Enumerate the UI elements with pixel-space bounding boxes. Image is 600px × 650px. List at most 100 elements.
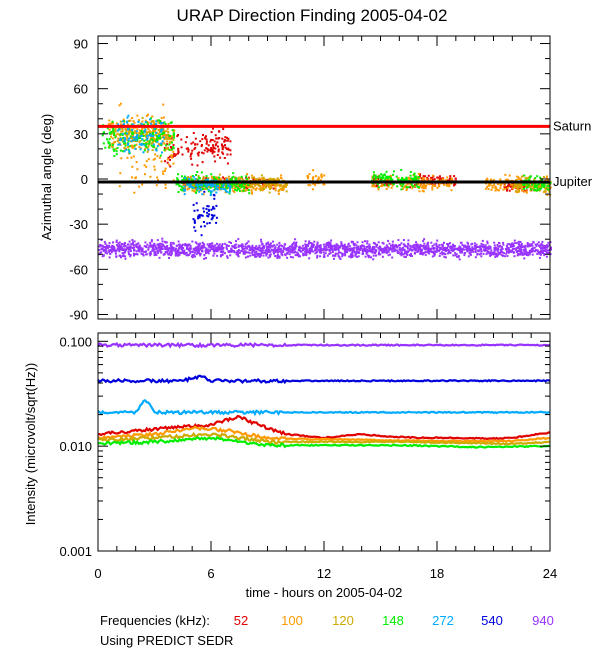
- point-940khz: [216, 242, 218, 245]
- point-120khz: [190, 177, 193, 180]
- point-940khz: [543, 253, 546, 255]
- point-100khz: [494, 185, 497, 188]
- point-940khz: [192, 254, 195, 256]
- point-120khz: [135, 132, 138, 135]
- point-100khz: [413, 185, 416, 188]
- point-940khz: [143, 245, 146, 248]
- point-272khz: [123, 136, 126, 139]
- intensity-line-940khz: [97, 341, 551, 349]
- point-100khz: [420, 186, 423, 189]
- point-540khz: [198, 214, 201, 217]
- point-940khz: [505, 247, 508, 250]
- point-100khz: [307, 177, 309, 180]
- point-940khz: [105, 250, 108, 253]
- point-940khz: [536, 252, 539, 255]
- point-940khz: [224, 242, 227, 245]
- point-940khz: [153, 251, 156, 254]
- point-100khz: [135, 176, 137, 179]
- point-272khz: [187, 183, 190, 186]
- point-940khz: [342, 246, 345, 249]
- point-940khz: [266, 246, 269, 248]
- point-940khz: [395, 249, 398, 252]
- point-940khz: [490, 249, 493, 252]
- point-540khz: [207, 215, 210, 218]
- point-148khz: [399, 183, 402, 186]
- point-100khz: [131, 117, 134, 119]
- point-940khz: [246, 245, 249, 248]
- point-100khz: [138, 129, 141, 132]
- point-148khz: [400, 169, 403, 171]
- point-148khz: [119, 133, 122, 136]
- x-tick-label: 0: [94, 566, 101, 581]
- point-100khz: [263, 182, 266, 185]
- point-940khz: [306, 244, 309, 247]
- point-940khz: [443, 252, 446, 255]
- point-100khz: [381, 185, 383, 188]
- point-940khz: [485, 253, 488, 256]
- point-148khz: [180, 185, 183, 188]
- point-940khz: [519, 241, 522, 243]
- point-940khz: [237, 253, 239, 256]
- point-940khz: [276, 249, 279, 252]
- point-148khz: [201, 188, 204, 191]
- point-940khz: [220, 254, 223, 257]
- point-940khz: [382, 250, 385, 253]
- point-100khz: [141, 128, 144, 130]
- point-940khz: [290, 251, 293, 254]
- point-940khz: [373, 247, 376, 250]
- point-100khz: [162, 116, 165, 119]
- point-940khz: [530, 251, 533, 253]
- point-940khz: [249, 249, 252, 252]
- point-940khz: [335, 247, 338, 250]
- point-940khz: [242, 250, 245, 253]
- point-120khz: [152, 137, 155, 140]
- point-52khz: [224, 139, 227, 142]
- point-148khz: [121, 134, 124, 136]
- point-940khz: [435, 250, 438, 253]
- point-940khz: [436, 249, 439, 252]
- point-52khz: [221, 148, 224, 151]
- point-100khz: [166, 140, 169, 143]
- point-940khz: [104, 248, 107, 250]
- point-148khz: [102, 131, 105, 134]
- point-148khz: [243, 187, 246, 190]
- point-272khz: [136, 134, 139, 137]
- point-52khz: [449, 177, 452, 180]
- point-940khz: [369, 246, 371, 249]
- point-100khz: [532, 183, 535, 186]
- point-52khz: [223, 177, 226, 180]
- point-940khz: [236, 250, 239, 253]
- point-100khz: [237, 177, 240, 180]
- point-120khz: [164, 136, 167, 139]
- point-52khz: [196, 152, 199, 155]
- point-120khz: [267, 182, 270, 185]
- point-940khz: [375, 245, 378, 248]
- point-940khz: [271, 249, 273, 252]
- point-148khz: [157, 119, 160, 122]
- point-940khz: [260, 238, 262, 241]
- point-940khz: [427, 249, 429, 252]
- point-940khz: [447, 243, 450, 246]
- point-940khz: [135, 250, 138, 253]
- point-100khz: [484, 187, 487, 190]
- point-52khz: [223, 140, 226, 143]
- point-148khz: [162, 131, 165, 134]
- point-940khz: [441, 253, 444, 256]
- point-120khz: [276, 184, 279, 187]
- point-940khz: [337, 251, 340, 254]
- point-148khz: [185, 177, 188, 180]
- point-120khz: [265, 183, 268, 186]
- point-940khz: [138, 244, 141, 247]
- point-100khz: [488, 183, 491, 186]
- point-120khz: [515, 179, 518, 181]
- point-940khz: [308, 241, 311, 244]
- point-52khz: [209, 150, 212, 153]
- point-940khz: [287, 248, 289, 251]
- point-940khz: [368, 250, 371, 252]
- point-940khz: [157, 245, 160, 247]
- point-940khz: [230, 249, 233, 252]
- point-940khz: [377, 253, 380, 256]
- point-940khz: [386, 245, 389, 248]
- point-148khz: [152, 145, 155, 148]
- point-940khz: [312, 250, 315, 253]
